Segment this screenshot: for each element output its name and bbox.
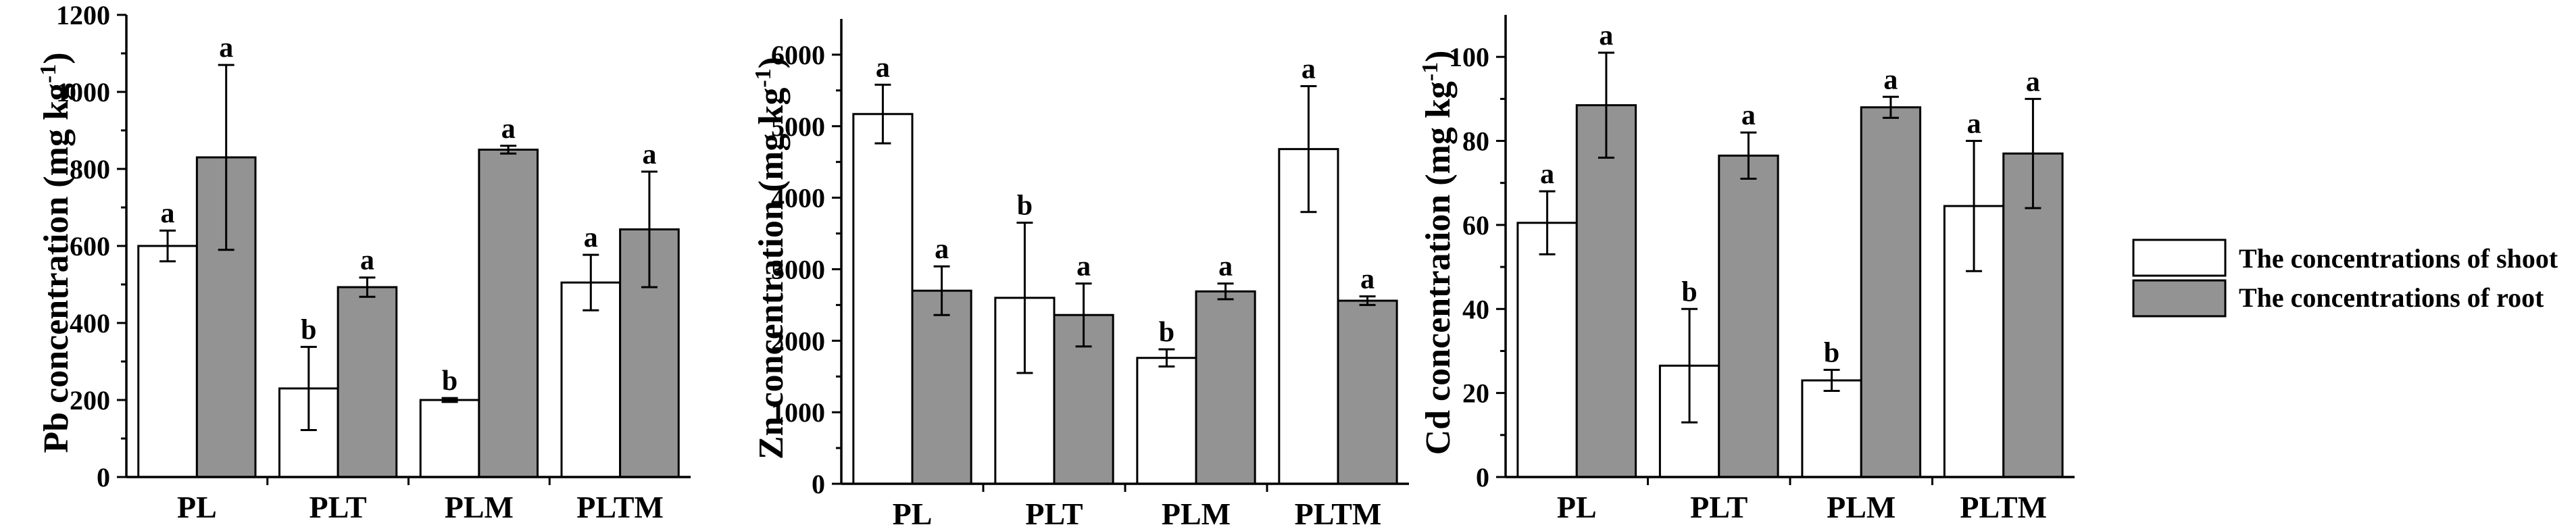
- y-tick-label: 1000: [771, 397, 825, 428]
- legend-swatch-shoot: [2132, 239, 2227, 277]
- y-tick-label: 0: [1476, 462, 1489, 493]
- y-tick-label: 4000: [771, 183, 825, 214]
- x-tick-label-plt: PLT: [309, 490, 367, 524]
- significance-letter-root-pl: a: [219, 32, 233, 64]
- x-tick-label-plt: PLT: [1690, 490, 1748, 524]
- significance-letter-shoot-plm: b: [1159, 317, 1174, 348]
- significance-letter-shoot-plt: b: [1681, 276, 1697, 307]
- x-tick-label-pl: PL: [1557, 490, 1597, 524]
- significance-letter-root-pltm: a: [1360, 264, 1374, 295]
- significance-letter-shoot-plt: b: [1017, 191, 1033, 222]
- significance-letter-shoot-pl: a: [1540, 159, 1554, 190]
- significance-letter-shoot-pltm: a: [1302, 53, 1316, 84]
- legend-label-shoot: The concentrations of shoot: [2239, 243, 2558, 274]
- significance-letter-root-plt: a: [360, 245, 374, 276]
- bar-shoot-plm: [1801, 379, 1862, 478]
- x-tick-label-pl: PL: [893, 497, 933, 525]
- significance-letter-root-plm: a: [1883, 64, 1898, 95]
- significance-letter-shoot-pl: a: [876, 52, 890, 83]
- y-tick-label: 80: [1462, 126, 1489, 157]
- y-tick-label: 5000: [771, 111, 825, 142]
- y-axis-title-close: ): [37, 52, 76, 64]
- significance-letter-root-pl: a: [1599, 20, 1613, 51]
- y-tick-label: 400: [70, 308, 110, 339]
- bar-root-pl: [911, 289, 972, 485]
- significance-letter-shoot-plm: b: [442, 366, 457, 397]
- y-tick-label: 2000: [771, 326, 825, 356]
- significance-letter-root-plm: a: [1218, 251, 1233, 282]
- bar-root-plm: [478, 149, 539, 478]
- x-tick-label-pl: PL: [177, 490, 217, 524]
- y-axis-title: Zn concentration (mg kg-1): [751, 57, 791, 459]
- y-tick-label: 100: [1449, 42, 1489, 72]
- bar-root-plt: [1718, 154, 1779, 478]
- y-tick-label: 1000: [56, 77, 110, 107]
- y-tick-label: 3000: [771, 254, 825, 284]
- y-axis-title-close: ): [1419, 51, 1458, 62]
- bar-root-pl: [1575, 104, 1637, 478]
- bar-root-plm: [1860, 106, 1922, 478]
- y-tick-label: 0: [97, 462, 110, 493]
- x-tick-label-plm: PLM: [1162, 497, 1231, 525]
- x-tick-label-pltm: PLTM: [1960, 490, 2047, 524]
- y-tick-label: 6000: [771, 40, 825, 70]
- legend-label-root: The concentrations of root: [2239, 282, 2544, 313]
- y-axis-title-superscript: -1: [36, 64, 61, 83]
- legend-swatch-root: [2132, 279, 2227, 318]
- chart-pb: a a PL b a PLT b a PLM a a PLTM 0 200 400 600 800 1000 120…: [36, 0, 691, 524]
- significance-letter-shoot-plm: b: [1824, 337, 1839, 368]
- significance-letter-shoot-pltm: a: [1967, 109, 1981, 140]
- y-axis-title-superscript: -1: [1418, 62, 1443, 81]
- y-tick-label: 200: [70, 385, 110, 416]
- bar-root-plt: [337, 286, 398, 478]
- y-axis-title: Pb concentration (mg kg-1): [36, 52, 76, 453]
- significance-letter-root-pl: a: [935, 234, 949, 265]
- charts-layer: aaPLbaPLTbaPLMaaPLTM02004006008001000120…: [36, 0, 2075, 525]
- y-axis-title-main: Pb concentration (mg kg: [37, 83, 76, 453]
- y-axis-title-close: ): [752, 57, 791, 68]
- bar-shoot-plm: [1136, 357, 1197, 485]
- y-tick-label: 600: [70, 231, 110, 261]
- significance-letter-root-plm: a: [501, 114, 516, 145]
- y-axis-title-main: Zn concentration (mg kg: [752, 88, 791, 459]
- significance-letter-root-plt: a: [1076, 251, 1091, 282]
- y-axis-title-main: Cd concentration (mg kg: [1419, 81, 1458, 455]
- significance-letter-root-pltm: a: [2026, 66, 2040, 97]
- x-tick-label-plt: PLT: [1025, 497, 1083, 525]
- y-axis-title-superscript: -1: [751, 68, 776, 87]
- y-tick-label: 800: [70, 154, 110, 184]
- y-tick-label: 60: [1462, 210, 1489, 241]
- y-tick-label: 1200: [56, 0, 110, 30]
- x-tick-label-plm: PLM: [1827, 490, 1896, 524]
- y-tick-label: 40: [1462, 294, 1489, 324]
- y-tick-label: 0: [812, 469, 825, 499]
- bar-shoot-pl: [1516, 222, 1578, 478]
- significance-letter-root-plt: a: [1741, 100, 1756, 131]
- chart-zn: a a PL b a PLT b a PLM a a PLTM 0 1000 2000 3000 4000 500…: [751, 19, 1409, 525]
- significance-letter-shoot-pltm: a: [584, 222, 598, 253]
- bar-shoot-pltm: [560, 281, 622, 478]
- legend: The concentrations of shoot The concentr…: [2132, 239, 2558, 318]
- x-tick-label-plm: PLM: [445, 490, 514, 524]
- x-tick-label-pltm: PLTM: [576, 490, 664, 524]
- x-tick-label-pltm: PLTM: [1295, 497, 1382, 525]
- significance-letter-shoot-pl: a: [161, 198, 175, 229]
- y-tick-label: 20: [1462, 378, 1489, 409]
- significance-letter-shoot-plt: b: [301, 314, 316, 345]
- bar-shoot-pl: [852, 113, 914, 485]
- bar-root-pltm: [1337, 299, 1398, 485]
- bar-root-plm: [1195, 290, 1256, 485]
- y-axis-title: Cd concentration (mg kg-1): [1418, 51, 1458, 455]
- significance-letter-root-pltm: a: [642, 139, 656, 170]
- bar-shoot-plm: [419, 399, 480, 478]
- bar-shoot-pl: [137, 245, 198, 478]
